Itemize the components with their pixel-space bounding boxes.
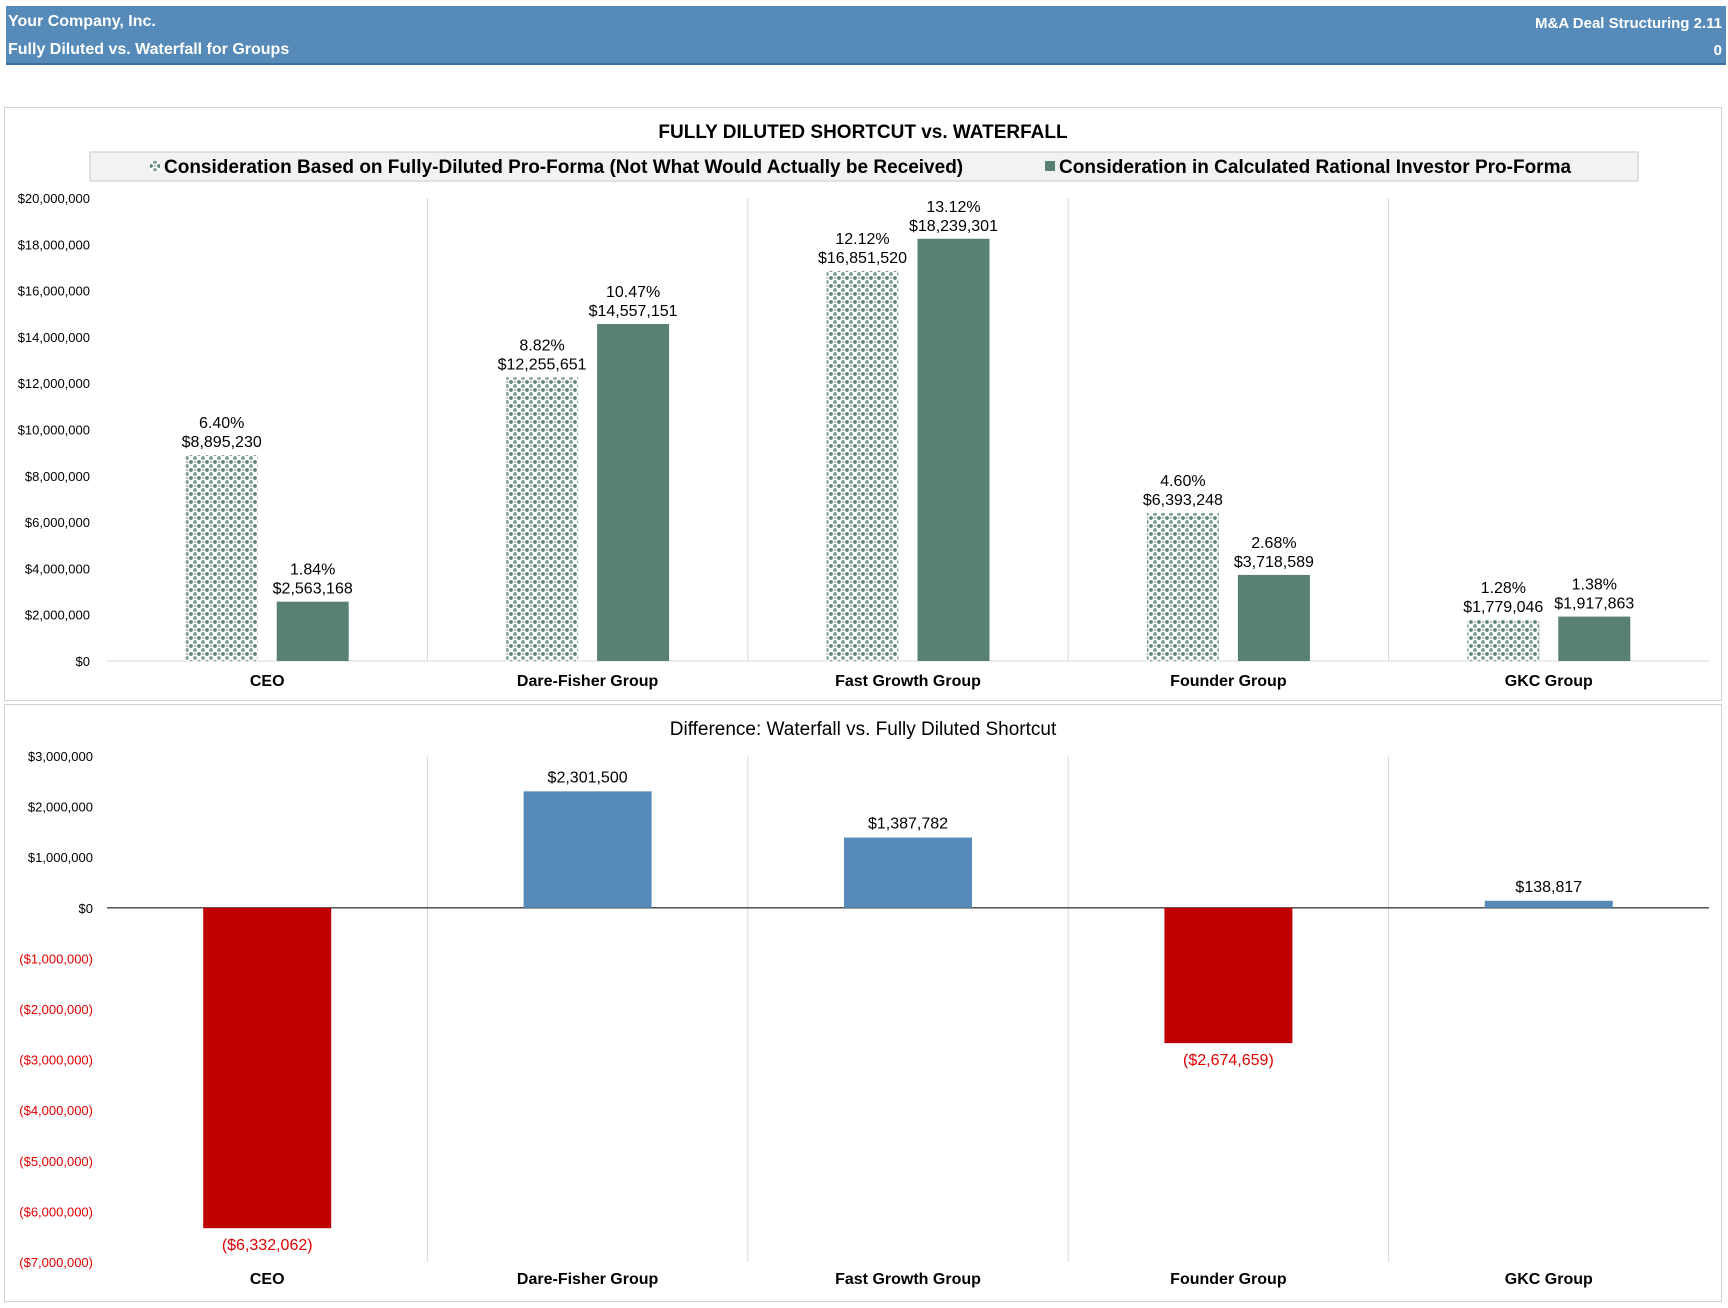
y-tick-label: $16,000,000 bbox=[18, 284, 90, 299]
legend-label-dotted: Consideration Based on Fully-Diluted Pro… bbox=[164, 157, 963, 178]
y-tick-label: $0 bbox=[76, 654, 90, 669]
y-tick-label: ($7,000,000) bbox=[19, 1255, 93, 1270]
fully-diluted-bar-fast-growth-group bbox=[826, 270, 899, 661]
difference-bar-gkc-group bbox=[1484, 900, 1613, 908]
category-label-fast-growth-group: Fast Growth Group bbox=[835, 673, 981, 690]
legend: Consideration Based on Fully-Diluted Pro… bbox=[89, 151, 1639, 182]
y-tick-label: $18,000,000 bbox=[18, 237, 90, 252]
fully-diluted-bar-gkc-group bbox=[1467, 619, 1540, 661]
fully-diluted-bar-ceo bbox=[185, 455, 258, 661]
bar-percent-label: 6.40% bbox=[199, 415, 244, 432]
waterfall-bar-founder-group bbox=[1237, 574, 1310, 661]
y-tick-label: ($5,000,000) bbox=[19, 1154, 93, 1169]
header-number: 0 bbox=[1713, 42, 1722, 59]
bar-value-label: $16,851,520 bbox=[818, 250, 907, 267]
bar-value-label: $3,718,589 bbox=[1234, 554, 1314, 571]
bar-percent-label: 2.68% bbox=[1251, 535, 1296, 552]
bar-percent-label: 8.82% bbox=[519, 337, 564, 354]
waterfall-bar-dare-fisher-group bbox=[597, 324, 670, 661]
y-tick-label: ($3,000,000) bbox=[19, 1053, 93, 1068]
bar-percent-label: 1.84% bbox=[290, 562, 335, 579]
difference-bar-fast-growth-group bbox=[844, 837, 972, 908]
category-label-dare-fisher-group: Dare-Fisher Group bbox=[517, 1271, 659, 1288]
category-label-ceo: CEO bbox=[250, 673, 285, 690]
difference-chart-title: Difference: Waterfall vs. Fully Diluted … bbox=[670, 719, 1057, 740]
bottom-chart-panel: Difference: Waterfall vs. Fully Diluted … bbox=[4, 704, 1722, 1302]
difference-chart: Difference: Waterfall vs. Fully Diluted … bbox=[19, 719, 1709, 1288]
category-label-ceo: CEO bbox=[250, 1271, 285, 1288]
y-tick-label: ($1,000,000) bbox=[19, 951, 93, 966]
y-tick-label: $0 bbox=[79, 901, 93, 916]
header-underline bbox=[6, 63, 1726, 65]
legend-label-solid: Consideration in Calculated Rational Inv… bbox=[1059, 157, 1571, 178]
y-tick-label: $6,000,000 bbox=[25, 515, 90, 530]
y-tick-label: ($6,000,000) bbox=[19, 1204, 93, 1219]
report-subtitle: Fully Diluted vs. Waterfall for Groups bbox=[8, 41, 290, 58]
y-tick-label: $3,000,000 bbox=[28, 749, 93, 764]
y-tick-label: $1,000,000 bbox=[28, 850, 93, 865]
bar-value-label: $1,779,046 bbox=[1463, 599, 1543, 616]
bar-value-label: $2,563,168 bbox=[273, 581, 353, 598]
legend-box bbox=[89, 151, 1639, 182]
difference-value-label: $138,817 bbox=[1515, 879, 1582, 896]
y-tick-label: $12,000,000 bbox=[18, 376, 90, 391]
bar-value-label: $14,557,151 bbox=[589, 303, 678, 320]
y-tick-label: ($2,000,000) bbox=[19, 1002, 93, 1017]
difference-bar-ceo bbox=[203, 907, 332, 1229]
y-tick-label: ($4,000,000) bbox=[19, 1103, 93, 1118]
top-chart-panel: FULLY DILUTED SHORTCUT vs. WATERFALL Con… bbox=[4, 107, 1722, 701]
y-tick-label: $10,000,000 bbox=[18, 423, 90, 438]
bar-value-label: $8,895,230 bbox=[182, 434, 262, 451]
bar-value-label: $1,917,863 bbox=[1554, 596, 1634, 613]
difference-value-label: $1,387,782 bbox=[868, 816, 948, 833]
y-tick-label: $14,000,000 bbox=[18, 330, 90, 345]
category-label-founder-group: Founder Group bbox=[1170, 1271, 1287, 1288]
app-version: M&A Deal Structuring 2.11 bbox=[1535, 15, 1722, 32]
bar-percent-label: 10.47% bbox=[606, 284, 660, 301]
fully-diluted-bar-dare-fisher-group bbox=[506, 377, 579, 661]
bar-percent-label: 12.12% bbox=[835, 231, 889, 248]
legend-swatch-solid bbox=[1045, 161, 1055, 171]
y-tick-label: $4,000,000 bbox=[25, 561, 90, 576]
waterfall-bar-ceo bbox=[276, 601, 349, 661]
bar-percent-label: 1.28% bbox=[1481, 580, 1526, 597]
category-label-dare-fisher-group: Dare-Fisher Group bbox=[517, 673, 659, 690]
report-header: Your Company, Inc. Fully Diluted vs. Wat… bbox=[6, 6, 1726, 65]
difference-value-label: ($2,674,659) bbox=[1183, 1052, 1274, 1069]
difference-bar-dare-fisher-group bbox=[523, 791, 652, 908]
bar-percent-label: 1.38% bbox=[1572, 577, 1617, 594]
y-tick-label: $8,000,000 bbox=[25, 469, 90, 484]
bar-value-label: $6,393,248 bbox=[1143, 492, 1223, 509]
difference-bar-founder-group bbox=[1164, 907, 1293, 1044]
chart-title: FULLY DILUTED SHORTCUT vs. WATERFALL bbox=[658, 122, 1068, 143]
fully-diluted-bar-founder-group bbox=[1146, 512, 1219, 661]
waterfall-bar-fast-growth-group bbox=[917, 238, 990, 661]
bar-value-label: $12,255,651 bbox=[498, 356, 587, 373]
category-label-founder-group: Founder Group bbox=[1170, 673, 1287, 690]
category-label-fast-growth-group: Fast Growth Group bbox=[835, 1271, 981, 1288]
category-label-gkc-group: GKC Group bbox=[1505, 1271, 1593, 1288]
bar-percent-label: 4.60% bbox=[1160, 473, 1205, 490]
bar-percent-label: 13.12% bbox=[926, 199, 980, 216]
top-chart: FULLY DILUTED SHORTCUT vs. WATERFALL Con… bbox=[18, 122, 1709, 690]
y-tick-label: $2,000,000 bbox=[28, 800, 93, 815]
waterfall-bar-gkc-group bbox=[1558, 616, 1631, 661]
difference-value-label: $2,301,500 bbox=[548, 769, 628, 786]
legend-swatch-dotted bbox=[150, 161, 160, 171]
category-label-gkc-group: GKC Group bbox=[1505, 673, 1593, 690]
company-name: Your Company, Inc. bbox=[8, 13, 156, 30]
y-tick-label: $2,000,000 bbox=[25, 608, 90, 623]
bar-value-label: $18,239,301 bbox=[909, 218, 998, 235]
y-tick-label: $20,000,000 bbox=[18, 191, 90, 206]
difference-value-label: ($6,332,062) bbox=[222, 1237, 313, 1254]
